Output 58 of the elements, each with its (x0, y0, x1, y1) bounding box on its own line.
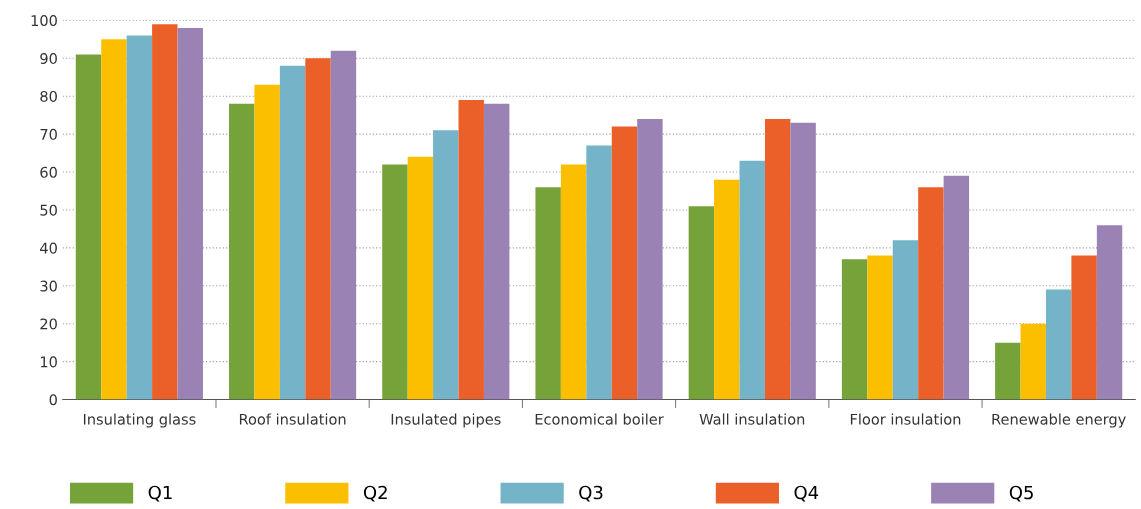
bar (1096, 225, 1123, 400)
bar (892, 240, 919, 400)
bar (790, 122, 816, 400)
bar (764, 118, 791, 400)
bar (1020, 323, 1046, 400)
y-tick-label: 80 (40, 90, 57, 102)
bar (1071, 255, 1097, 400)
y-tick-label: 70 (40, 128, 57, 140)
bar (177, 27, 203, 400)
x-tick-label: Floor insulation (850, 413, 961, 425)
bar (637, 118, 663, 400)
bar (254, 84, 280, 400)
bar (586, 145, 612, 400)
y-tick-label: 100 (31, 15, 57, 27)
bar (279, 65, 306, 400)
x-tick-label: Economical boiler (535, 413, 664, 425)
bar (995, 342, 1021, 400)
bar (535, 187, 561, 400)
y-tick-label: 90 (40, 53, 57, 65)
legend-label: Q5 (1009, 485, 1033, 502)
bar (943, 175, 970, 400)
bar (330, 50, 357, 400)
y-tick-label: 20 (40, 318, 57, 330)
legend-label: Q1 (148, 485, 172, 502)
bar (918, 187, 944, 400)
y-tick-label: 40 (40, 242, 57, 254)
bar (611, 126, 638, 400)
y-tick-label: 0 (49, 394, 57, 406)
y-tick-label: 50 (40, 204, 57, 216)
legend-label: Q4 (794, 485, 819, 502)
bar (841, 259, 868, 400)
x-tick-label: Wall insulation (699, 413, 805, 425)
x-tick-label: Roof insulation (239, 413, 346, 425)
bar (382, 164, 408, 400)
bar (433, 130, 459, 400)
bar (688, 206, 715, 400)
bar (714, 179, 740, 400)
legend-label: Q2 (363, 485, 387, 502)
x-tick-label: Insulated pipes (391, 413, 501, 428)
bar (407, 156, 434, 400)
x-tick-label: Insulating glass (83, 413, 196, 428)
legend-label: Q3 (579, 485, 603, 502)
y-tick-label: 60 (40, 166, 57, 178)
bar (229, 103, 255, 400)
y-tick-label: 10 (40, 356, 57, 368)
bar (126, 35, 153, 400)
x-tick-label: Renewable energy (992, 413, 1126, 428)
bar (560, 164, 587, 400)
y-tick-label: 30 (40, 280, 57, 292)
bar (305, 58, 331, 400)
bar (739, 160, 765, 400)
bar (152, 24, 178, 400)
bar (101, 39, 127, 400)
bar (483, 103, 510, 400)
bar (1045, 289, 1072, 400)
bar (867, 255, 893, 400)
bar (458, 99, 484, 400)
bar (75, 54, 102, 400)
